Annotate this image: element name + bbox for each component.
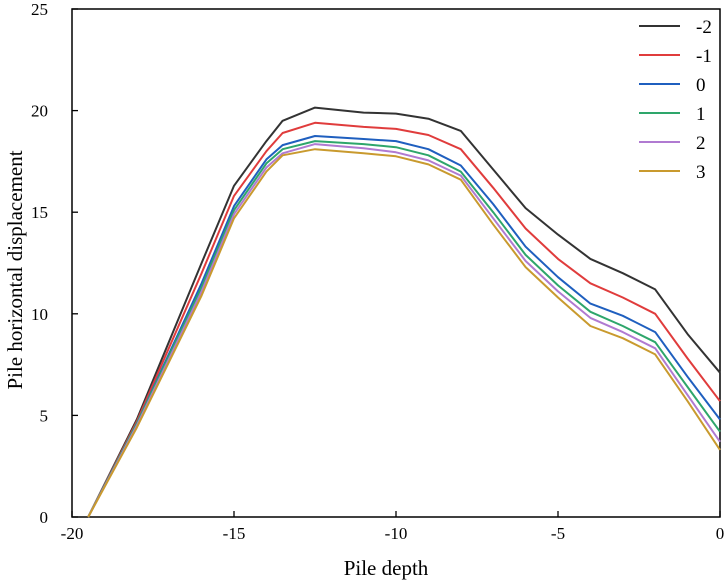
series-line-3 bbox=[87, 148, 721, 518]
legend-label-3: 3 bbox=[696, 162, 706, 183]
plot-frame bbox=[71, 8, 721, 518]
plot-border bbox=[71, 8, 721, 518]
y-tick-label: 10 bbox=[31, 305, 48, 324]
y-tick-label: 5 bbox=[40, 406, 49, 425]
legend-label--1: -1 bbox=[696, 46, 712, 67]
y-tick-label: 0 bbox=[40, 508, 49, 527]
series-line--2 bbox=[87, 106, 721, 518]
series-line-1 bbox=[87, 140, 721, 518]
x-tick-label: 0 bbox=[716, 524, 725, 543]
x-axis-title: Pile depth bbox=[344, 556, 429, 580]
legend-label-1: 1 bbox=[696, 104, 706, 125]
series-lines bbox=[87, 106, 721, 518]
x-tick-label: -5 bbox=[551, 524, 565, 543]
x-tick-label: -10 bbox=[385, 524, 408, 543]
y-axis-ticks: 0 5 10 15 20 25 bbox=[31, 0, 78, 527]
x-tick-label: -15 bbox=[223, 524, 246, 543]
y-tick-label: 20 bbox=[31, 102, 48, 121]
y-tick-label: 15 bbox=[31, 203, 48, 222]
y-tick-label: 25 bbox=[31, 0, 48, 19]
series-line-2 bbox=[87, 143, 721, 518]
legend-label--2: -2 bbox=[696, 17, 712, 38]
legend-label-0: 0 bbox=[696, 75, 706, 96]
x-axis-ticks: -20 -15 -10 -5 0 bbox=[61, 511, 725, 543]
legend-label-2: 2 bbox=[696, 133, 706, 154]
y-axis-title: Pile horizontal displacement bbox=[3, 150, 27, 389]
legend: -2 -1 0 1 2 3 bbox=[639, 17, 712, 183]
series-line--1 bbox=[87, 121, 721, 518]
x-tick-label: -20 bbox=[61, 524, 84, 543]
series-line-0 bbox=[87, 135, 721, 518]
